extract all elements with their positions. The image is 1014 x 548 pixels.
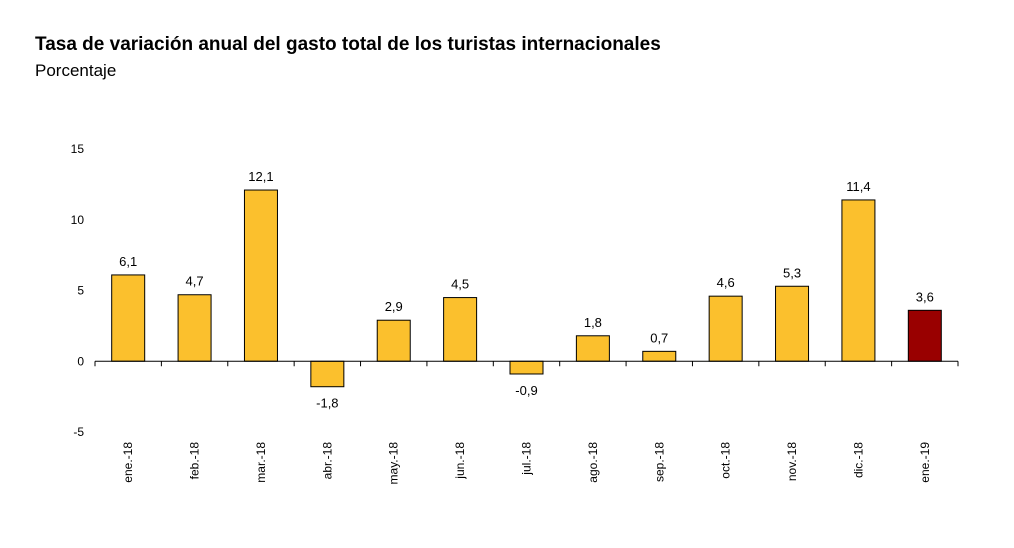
data-label: -0,9: [515, 383, 537, 398]
x-tick-label: may.-18: [387, 442, 401, 485]
x-tick-label: jul.-18: [520, 442, 534, 476]
data-label: 1,8: [584, 315, 602, 330]
data-label: 11,4: [846, 179, 870, 194]
bar-ene-18: [111, 274, 146, 362]
y-axis-ticks: -5 0 5 10 15: [71, 142, 85, 439]
bar-jun-18: [443, 297, 478, 362]
bar-ene-19: [907, 309, 942, 362]
data-label: 6,1: [119, 254, 137, 269]
x-tick-label: ago.-18: [586, 442, 600, 483]
bar-mar-18: [243, 189, 278, 362]
bar-sep-18: [642, 350, 677, 362]
bar-dic-18: [841, 199, 876, 362]
data-label: 0,7: [650, 330, 668, 345]
chart-title: Tasa de variación anual del gasto total …: [35, 34, 661, 55]
bar-may-18: [376, 319, 411, 362]
bar-feb-18: [177, 294, 212, 362]
data-label: 5,3: [783, 265, 801, 280]
x-tick-label: sep.-18: [652, 442, 666, 482]
y-tick-label: 10: [71, 213, 85, 227]
bar-jul-18: [509, 360, 544, 375]
chart-subtitle: Porcentaje: [35, 61, 117, 80]
x-axis-ticks: ene.-18 feb.-18 mar.-18 abr.-18 may.-18 jun.-…: [121, 442, 932, 485]
x-tick-label: abr.-18: [320, 442, 334, 480]
x-tick-label: nov.-18: [785, 442, 799, 481]
data-label: 4,5: [451, 277, 469, 292]
data-label: 3,6: [916, 289, 934, 304]
data-label: 2,9: [385, 299, 403, 314]
y-tick-label: 0: [77, 354, 84, 368]
value-labels: 6,1 4,7 12,1 -1,8 2,9 4,5 -0,9 1,8 0,7 4,6 5,3 11,4…: [119, 169, 934, 411]
data-label: 4,6: [717, 275, 735, 290]
data-label: -1,8: [316, 396, 338, 411]
axes: [94, 360, 959, 367]
bar-nov-18: [775, 285, 810, 362]
y-tick-label: -5: [73, 425, 84, 439]
x-tick-label: mar.-18: [254, 442, 268, 483]
x-tick-label: dic.-18: [851, 442, 865, 478]
bar-ago-18: [575, 335, 610, 362]
x-tick-label: feb.-18: [188, 442, 202, 480]
y-tick-label: 5: [77, 284, 84, 298]
bars: [111, 189, 942, 388]
x-tick-label: ene.-19: [918, 442, 932, 483]
x-tick-label: oct.-18: [719, 442, 733, 479]
data-label: 12,1: [248, 169, 273, 184]
y-tick-label: 15: [71, 142, 85, 156]
x-tick-label: ene.-18: [121, 442, 135, 483]
bar-oct-18: [708, 295, 743, 362]
bar-abr-18: [310, 360, 345, 388]
data-label: 4,7: [186, 274, 204, 289]
x-tick-label: jun.-18: [453, 442, 467, 480]
